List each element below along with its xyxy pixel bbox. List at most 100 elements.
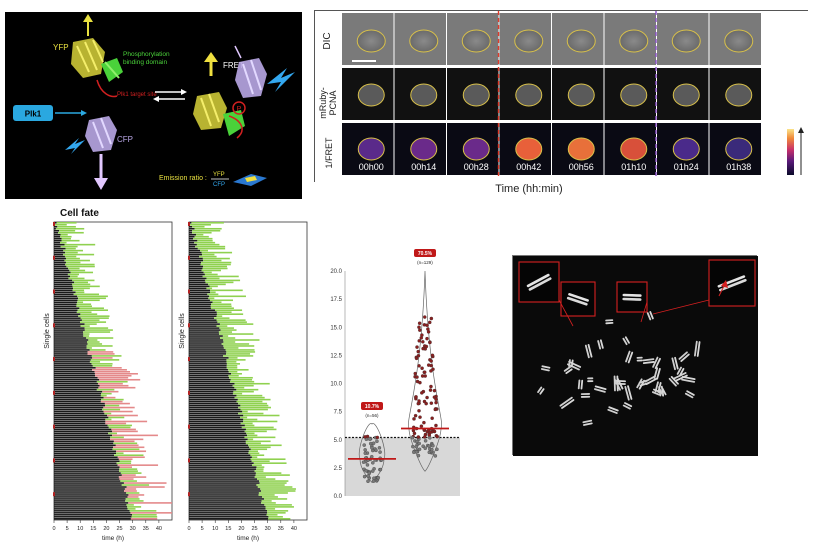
cell-interphase-bar [189, 402, 239, 405]
cell-fate-bar [266, 514, 278, 516]
cell-interphase-bar [189, 494, 259, 496]
cell-interphase-bar [54, 472, 121, 474]
cell-fate-bar [65, 261, 81, 264]
chromatid [539, 388, 545, 395]
cell-fate-bar [261, 502, 276, 504]
cell-fate-bar [76, 311, 92, 313]
cell-fate-bar [238, 412, 264, 415]
cell-fate-bar [66, 265, 95, 268]
cell-fate-bar [219, 333, 254, 335]
cell-fate-bar [228, 357, 238, 359]
data-point [429, 359, 433, 363]
cell-interphase-bar [189, 442, 246, 445]
cell-fate-bar [60, 233, 68, 236]
cell-interphase-bar [54, 277, 69, 280]
data-point [414, 450, 419, 454]
cell-fate-bar [262, 496, 278, 498]
cell-interphase-bar [54, 386, 99, 389]
cell-interphase-bar [189, 321, 218, 323]
cell-interphase-bar [189, 281, 206, 284]
cell-interphase-bar [189, 468, 257, 470]
cell-interphase-bar [54, 367, 96, 369]
fret-nucleus [515, 137, 543, 161]
dic-nucleus-outline [671, 29, 701, 53]
cell-fate-bar [128, 494, 145, 496]
cell-fate-chart-b: Single cells 0 5 10 15 20 25 30 35 40 time (h) [175, 218, 315, 548]
cell-fate-bar [76, 303, 92, 306]
cell-interphase-bar [54, 313, 81, 315]
cell-interphase-bar [54, 337, 87, 339]
chromatid [580, 395, 591, 398]
cell-fate-bar [267, 512, 286, 514]
arrow-head-icon [83, 14, 93, 22]
phospho-site-icon [232, 101, 246, 115]
cell-fate-bar [131, 516, 158, 518]
cell-interphase-bar [189, 325, 217, 327]
cell-interphase-bar [189, 454, 251, 457]
cell-fate-chart-a: Single cells 0 5 10 15 20 25 30 35 40 time (h) [40, 218, 180, 548]
cell-fate-bar [102, 408, 121, 411]
cell-fate-bar [207, 293, 219, 296]
cell-interphase-bar [54, 311, 77, 313]
chromosome [659, 387, 667, 397]
cell-fate-bar [100, 394, 107, 397]
cell-fate-bar [63, 249, 83, 252]
cell-interphase-bar [189, 295, 210, 298]
cell-fate-bar [256, 468, 264, 470]
cell-fate-bar [265, 506, 294, 508]
cell-interphase-bar [54, 355, 92, 357]
arrow-head-icon [181, 89, 187, 95]
cell-interphase-bar [54, 504, 127, 506]
chromatid [642, 361, 655, 365]
data-point [425, 395, 429, 400]
cell-marker [188, 492, 190, 497]
cell-interphase-bar [54, 468, 120, 470]
cell-fate-bar [60, 245, 78, 248]
cell-fate-bar [78, 297, 106, 300]
cell-fate-bar [218, 331, 233, 333]
cell-interphase-bar [189, 353, 227, 355]
cell-fate-bar [226, 363, 241, 365]
cell-interphase-bar [54, 512, 131, 514]
cell-fate-bar [240, 404, 269, 407]
cell-marker [188, 390, 190, 395]
cell-fate-bar [68, 277, 85, 280]
cell-fate-bar [190, 223, 211, 226]
cell-interphase-bar [54, 281, 75, 284]
cell-fate-bar [243, 414, 280, 417]
cell-fate-bar [81, 319, 100, 321]
chromatid [580, 393, 591, 396]
y-tick-label: 12.5 [330, 353, 342, 359]
data-point [429, 401, 434, 405]
x-tick-label: 5 [66, 526, 69, 532]
cell-interphase-bar [54, 261, 66, 264]
cell-interphase-bar [189, 508, 266, 510]
cell-fate-bar [243, 418, 258, 421]
cell-interphase-bar [54, 351, 88, 353]
cell-interphase-bar [54, 372, 95, 375]
data-point [420, 374, 425, 378]
cell-interphase-bar [54, 307, 80, 310]
chromatid [694, 340, 698, 357]
cell-interphase-bar [189, 380, 230, 383]
dic-nucleus-outline [514, 29, 544, 53]
emission-ratio-label: Emission ratio : [159, 175, 207, 182]
cell-interphase-bar [54, 378, 100, 381]
chromosome [684, 390, 695, 399]
cell-interphase-bar [54, 478, 120, 480]
chromatid [675, 374, 688, 382]
cell-interphase-bar [54, 518, 131, 520]
cell-marker [53, 255, 55, 260]
cell-interphase-bar [54, 347, 87, 349]
cell-fate-bar [228, 371, 238, 373]
data-point [418, 328, 422, 332]
cell-interphase-bar [54, 464, 118, 466]
cell-interphase-bar [54, 410, 104, 413]
yfp-protein-left [71, 38, 105, 78]
data-point [416, 349, 420, 354]
chromatid [671, 357, 676, 371]
cell-interphase-bar [189, 374, 229, 377]
fret-nucleus [672, 137, 700, 161]
cell-fate-bar [129, 510, 157, 512]
cell-interphase-bar [189, 311, 217, 313]
